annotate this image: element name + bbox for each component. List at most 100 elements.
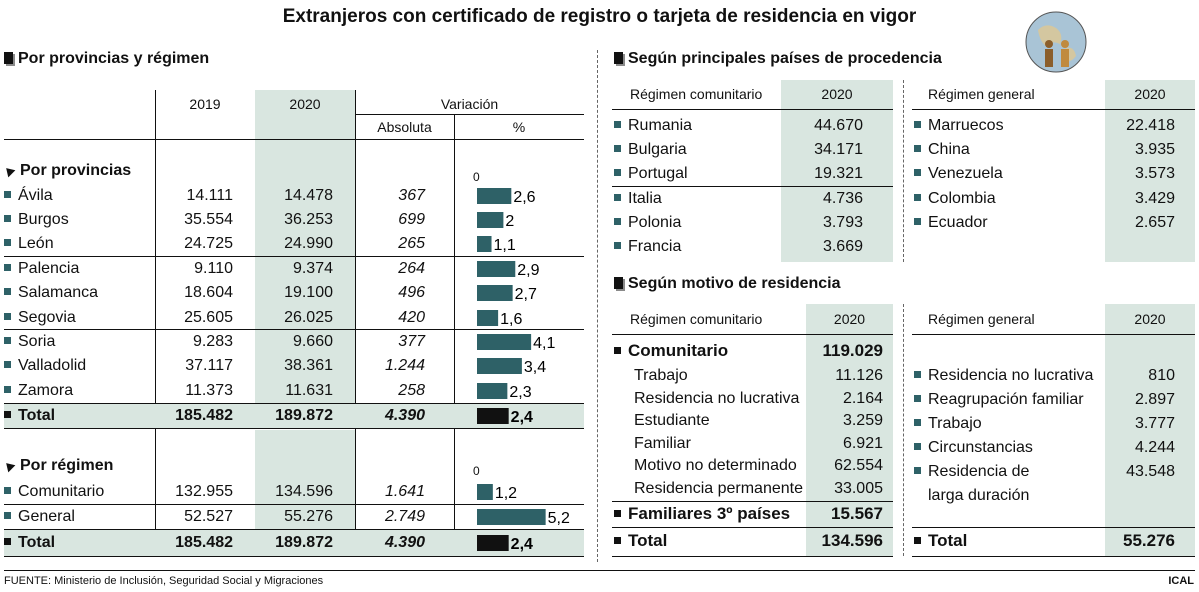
row-2020: 189.872 — [275, 407, 333, 424]
country-gen-value: 2.657 — [1134, 213, 1175, 231]
footer-brand: ICAL — [1168, 575, 1194, 587]
country-gen-name: China — [914, 138, 970, 162]
row-name: León — [4, 232, 54, 256]
zero-label-2: 0 — [473, 464, 480, 478]
row-absolute: 377 — [398, 333, 425, 350]
countries-gen-year: 2020 — [1134, 86, 1166, 102]
motive-gen-total: Total — [914, 529, 967, 553]
row-2019: 35.554 — [184, 211, 233, 228]
col-variation: Variación — [440, 96, 499, 112]
page-title: Extranjeros con certificado de registro … — [282, 6, 917, 27]
motive-gen-total-value: 55.276 — [1123, 531, 1175, 550]
country-gen-value: 3.935 — [1134, 141, 1175, 159]
row-name: Soria — [4, 330, 55, 354]
country-com-value: 19.321 — [814, 165, 863, 183]
shade-com-2020 — [781, 80, 893, 262]
motive-com-item-value: 33.005 — [834, 480, 883, 497]
provinces-label: Por provincias — [2, 162, 131, 180]
motive-com-label: Régimen comunitario — [630, 311, 763, 327]
country-com-value: 44.670 — [814, 117, 863, 134]
row-2020: 11.631 — [285, 382, 333, 399]
row-absolute: 367 — [398, 187, 425, 204]
motive-gen-item-value: 3.777 — [1134, 415, 1175, 432]
row-name: Comunitario — [4, 480, 104, 504]
country-com-name: Italia — [614, 187, 662, 211]
country-gen-value: 3.429 — [1134, 189, 1175, 207]
country-com-name: Polonia — [614, 211, 681, 235]
country-com-value: 4.736 — [822, 189, 863, 207]
motive-gen-item: Residencia no lucrativa — [914, 364, 1093, 388]
motive-gen-item: Reagrupación familiar — [914, 388, 1084, 412]
motive-heading: Según motivo de residencia — [614, 275, 841, 293]
row-absolute: 4.390 — [384, 407, 425, 424]
row-name: General — [4, 505, 75, 529]
motive-com-item-value: 3.259 — [842, 412, 883, 430]
bar-segovia — [477, 310, 499, 326]
col-2019: 2019 — [189, 96, 221, 112]
row-name: Total — [4, 404, 55, 428]
footer-source: FUENTE: Ministerio de Inclusión, Segurid… — [4, 575, 324, 587]
country-com-name: Bulgaria — [614, 138, 687, 162]
bar-palencia — [477, 261, 516, 277]
row-2019: 9.283 — [192, 333, 233, 350]
row-2020: 38.361 — [284, 357, 333, 374]
countries-heading: Según principales países de procedencia — [614, 50, 942, 68]
bar-label-valladolid: 3,4 — [524, 359, 546, 376]
motive-gen-item: Trabajo — [914, 412, 982, 436]
country-com-value: 34.171 — [814, 141, 863, 159]
row-absolute: 2.749 — [384, 508, 425, 525]
motive-gen-item-value: 4.244 — [1134, 439, 1175, 456]
motive-com-item: Residencia permanente — [634, 480, 803, 497]
provinces-heading: Por provincias y régimen — [4, 50, 209, 68]
motive-com-year: 2020 — [833, 311, 866, 327]
shade-2020-top — [255, 90, 355, 428]
row-2019: 52.527 — [184, 508, 233, 525]
countries-com-label: Régimen comunitario — [630, 86, 763, 102]
bar-label-león: 1,1 — [494, 237, 516, 254]
row-2020: 9.660 — [292, 333, 333, 350]
row-name: Salamanca — [4, 281, 98, 305]
row-absolute: 4.390 — [384, 534, 425, 551]
shade-motive-com — [806, 304, 893, 556]
row-2020: 134.596 — [275, 483, 333, 500]
motive-com-item-value: 11.126 — [835, 367, 883, 384]
row-name: Segovia — [4, 306, 76, 330]
row-absolute: 264 — [398, 260, 425, 277]
countries-gen-label: Régimen general — [928, 86, 1035, 102]
country-com-name: Francia — [614, 235, 681, 259]
row-2020: 9.374 — [292, 260, 333, 277]
motive-com-item-value: 6.921 — [842, 434, 883, 452]
row-2020: 189.872 — [275, 534, 333, 551]
bar-label-palencia: 2,9 — [517, 262, 539, 279]
motive-gen-year: 2020 — [1134, 311, 1166, 327]
countries-com-year: 2020 — [821, 86, 853, 102]
row-2020: 24.990 — [284, 235, 333, 252]
bar-salamanca — [477, 285, 513, 301]
row-2020: 36.253 — [284, 211, 333, 228]
bar-label-comunitario: 1,2 — [495, 485, 517, 502]
shade-gen-2020 — [1105, 80, 1195, 262]
row-2019: 14.111 — [186, 187, 233, 204]
col-absolute: Absoluta — [377, 119, 432, 135]
regime-label: Por régimen — [2, 457, 113, 475]
motive-com-item: Motivo no determinado — [634, 457, 797, 475]
row-absolute: 265 — [398, 235, 425, 252]
motive-fam-group-value: 15.567 — [831, 504, 883, 523]
row-name: Zamora — [4, 379, 73, 403]
row-2019: 25.605 — [184, 309, 233, 326]
row-name: Ávila — [4, 184, 53, 208]
row-name: Burgos — [4, 208, 69, 232]
country-com-name: Portugal — [614, 162, 688, 186]
bar-label-salamanca: 2,7 — [515, 286, 537, 303]
country-gen-name: Ecuador — [914, 211, 988, 235]
row-name: Palencia — [4, 257, 79, 281]
row-absolute: 1.641 — [384, 483, 425, 500]
bar-zamora — [477, 383, 508, 399]
row-absolute: 1.244 — [384, 357, 425, 374]
row-2019: 11.373 — [185, 382, 233, 399]
bar-label-general: 5,2 — [548, 510, 570, 527]
motive-com-item-value: 2.164 — [842, 389, 883, 407]
bar-soria — [477, 334, 532, 350]
col-2020: 2020 — [289, 96, 321, 112]
motive-gen-item-value: 2.897 — [1134, 391, 1175, 408]
